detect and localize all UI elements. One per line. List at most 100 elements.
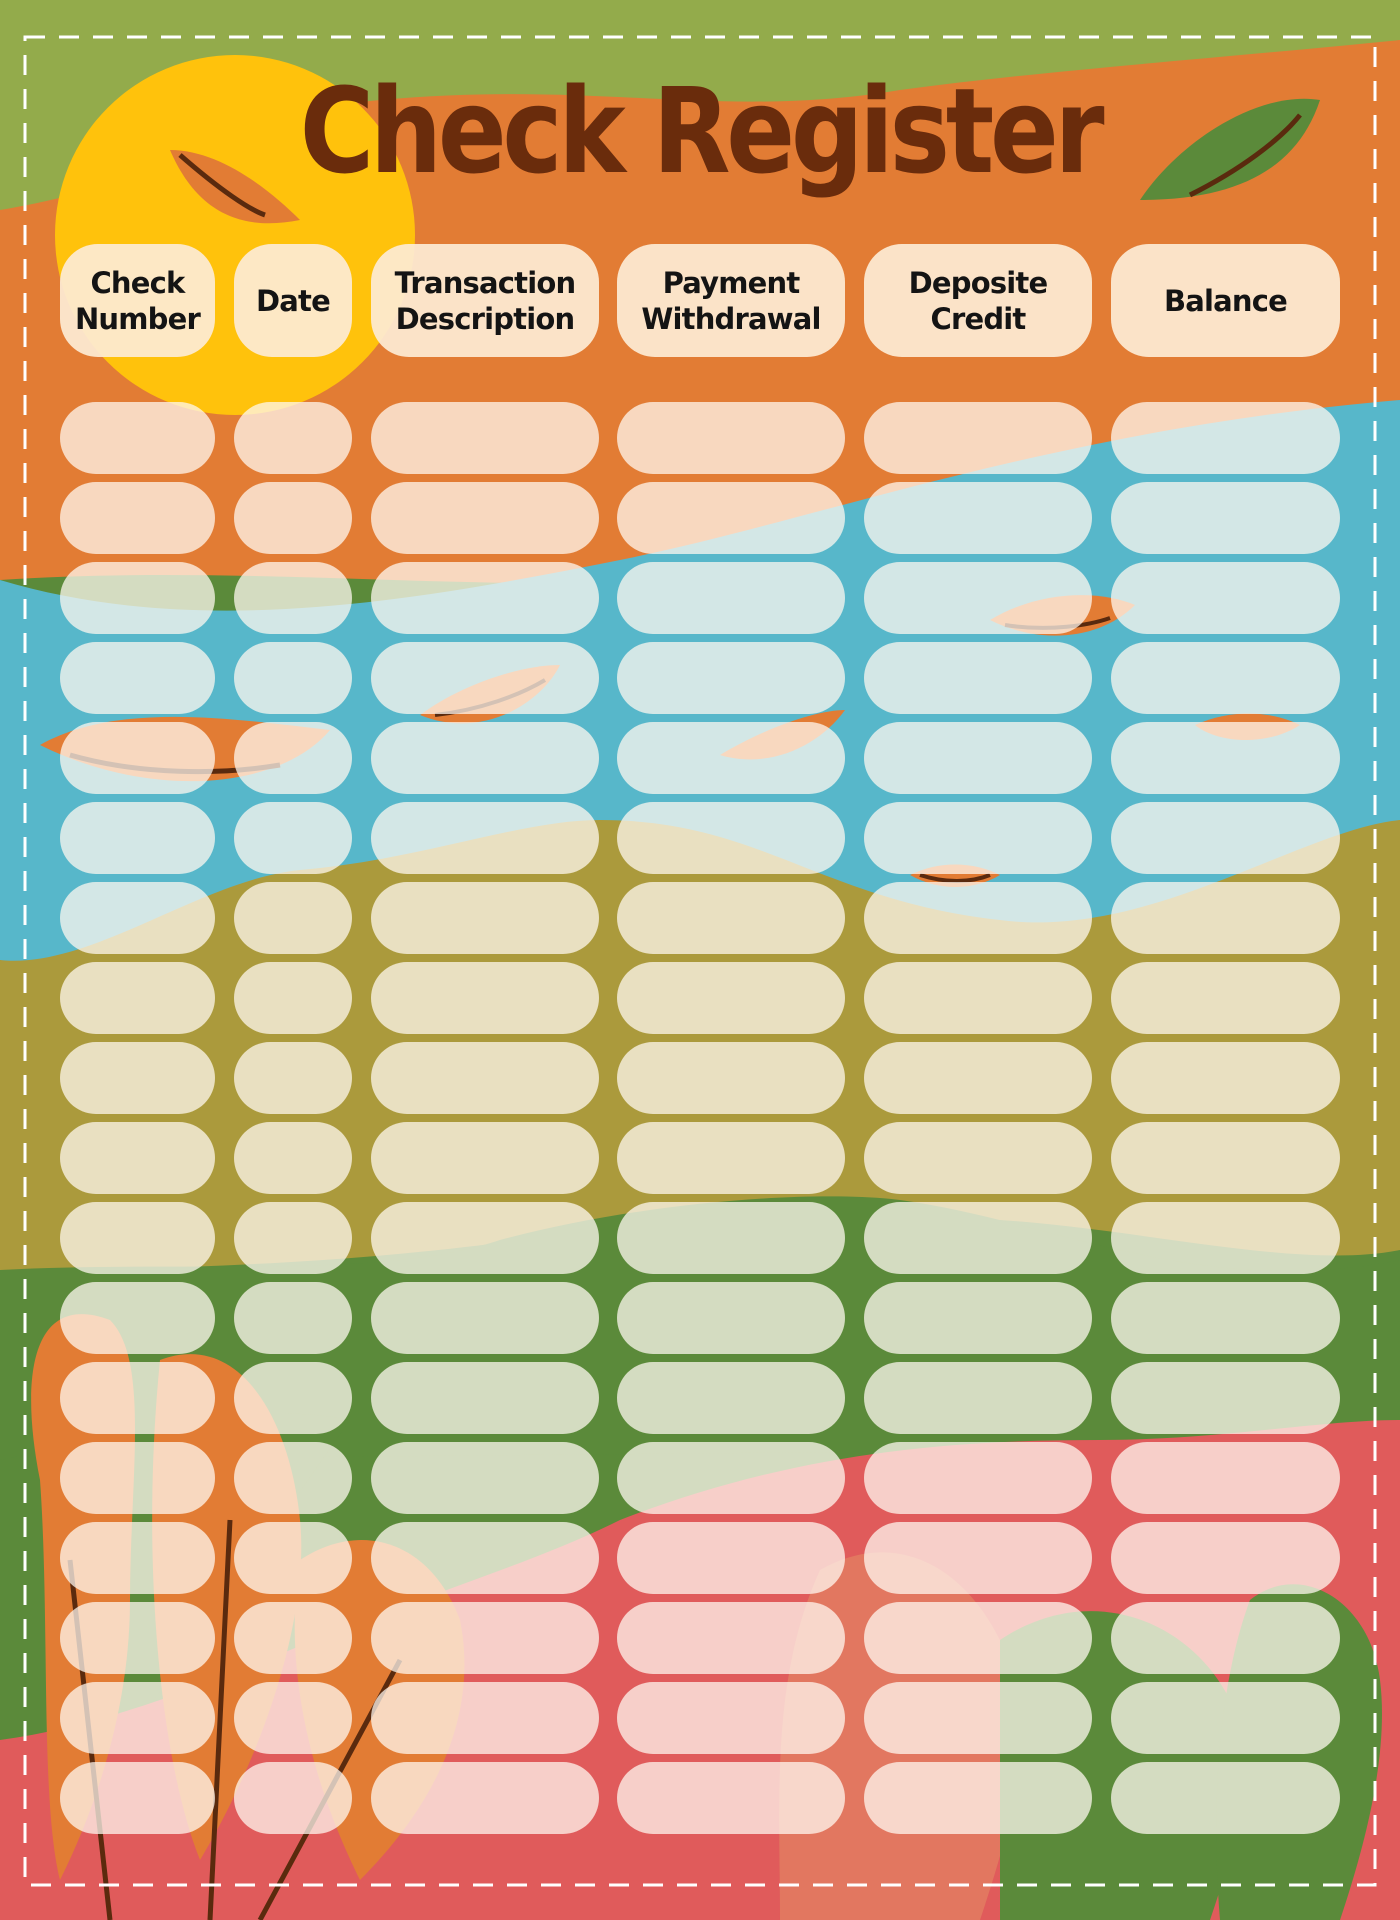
date-cell[interactable]: [234, 562, 352, 634]
transaction-description-cell[interactable]: [371, 882, 599, 954]
deposite-credit-cell[interactable]: [864, 1682, 1092, 1754]
deposite-credit-cell[interactable]: [864, 402, 1092, 474]
balance-cell[interactable]: [1111, 1602, 1340, 1674]
date-cell[interactable]: [234, 1682, 352, 1754]
date-cell[interactable]: [234, 802, 352, 874]
check-number-cell[interactable]: [60, 1282, 215, 1354]
payment-withdrawal-cell[interactable]: [617, 1602, 845, 1674]
payment-withdrawal-cell[interactable]: [617, 882, 845, 954]
date-cell[interactable]: [234, 1442, 352, 1514]
date-cell[interactable]: [234, 1522, 352, 1594]
deposite-credit-cell[interactable]: [864, 1202, 1092, 1274]
date-cell[interactable]: [234, 962, 352, 1034]
check-number-cell[interactable]: [60, 1442, 215, 1514]
date-cell[interactable]: [234, 482, 352, 554]
deposite-credit-cell[interactable]: [864, 1762, 1092, 1834]
balance-cell[interactable]: [1111, 1442, 1340, 1514]
date-cell[interactable]: [234, 1362, 352, 1434]
balance-cell[interactable]: [1111, 802, 1340, 874]
deposite-credit-cell[interactable]: [864, 482, 1092, 554]
check-number-cell[interactable]: [60, 1202, 215, 1274]
payment-withdrawal-cell[interactable]: [617, 1282, 845, 1354]
balance-cell[interactable]: [1111, 882, 1340, 954]
payment-withdrawal-cell[interactable]: [617, 1202, 845, 1274]
check-number-cell[interactable]: [60, 722, 215, 794]
check-number-cell[interactable]: [60, 642, 215, 714]
deposite-credit-cell[interactable]: [864, 1282, 1092, 1354]
payment-withdrawal-cell[interactable]: [617, 802, 845, 874]
deposite-credit-cell[interactable]: [864, 1522, 1092, 1594]
deposite-credit-cell[interactable]: [864, 722, 1092, 794]
transaction-description-cell[interactable]: [371, 962, 599, 1034]
transaction-description-cell[interactable]: [371, 1762, 599, 1834]
transaction-description-cell[interactable]: [371, 1042, 599, 1114]
balance-cell[interactable]: [1111, 1122, 1340, 1194]
balance-cell[interactable]: [1111, 962, 1340, 1034]
transaction-description-cell[interactable]: [371, 402, 599, 474]
date-cell[interactable]: [234, 642, 352, 714]
date-cell[interactable]: [234, 722, 352, 794]
check-number-cell[interactable]: [60, 1042, 215, 1114]
balance-cell[interactable]: [1111, 1682, 1340, 1754]
transaction-description-cell[interactable]: [371, 642, 599, 714]
payment-withdrawal-cell[interactable]: [617, 482, 845, 554]
date-cell[interactable]: [234, 1122, 352, 1194]
deposite-credit-cell[interactable]: [864, 1042, 1092, 1114]
date-cell[interactable]: [234, 1282, 352, 1354]
balance-cell[interactable]: [1111, 562, 1340, 634]
transaction-description-cell[interactable]: [371, 1362, 599, 1434]
deposite-credit-cell[interactable]: [864, 1442, 1092, 1514]
check-number-cell[interactable]: [60, 1762, 215, 1834]
check-number-cell[interactable]: [60, 1122, 215, 1194]
check-number-cell[interactable]: [60, 1602, 215, 1674]
payment-withdrawal-cell[interactable]: [617, 1442, 845, 1514]
deposite-credit-cell[interactable]: [864, 1362, 1092, 1434]
date-cell[interactable]: [234, 1042, 352, 1114]
deposite-credit-cell[interactable]: [864, 1602, 1092, 1674]
balance-cell[interactable]: [1111, 482, 1340, 554]
transaction-description-cell[interactable]: [371, 1442, 599, 1514]
balance-cell[interactable]: [1111, 402, 1340, 474]
balance-cell[interactable]: [1111, 1282, 1340, 1354]
payment-withdrawal-cell[interactable]: [617, 642, 845, 714]
balance-cell[interactable]: [1111, 1362, 1340, 1434]
payment-withdrawal-cell[interactable]: [617, 1522, 845, 1594]
payment-withdrawal-cell[interactable]: [617, 402, 845, 474]
transaction-description-cell[interactable]: [371, 1602, 599, 1674]
transaction-description-cell[interactable]: [371, 802, 599, 874]
transaction-description-cell[interactable]: [371, 1522, 599, 1594]
check-number-cell[interactable]: [60, 1682, 215, 1754]
check-number-cell[interactable]: [60, 1362, 215, 1434]
payment-withdrawal-cell[interactable]: [617, 1682, 845, 1754]
payment-withdrawal-cell[interactable]: [617, 962, 845, 1034]
check-number-cell[interactable]: [60, 802, 215, 874]
payment-withdrawal-cell[interactable]: [617, 1362, 845, 1434]
transaction-description-cell[interactable]: [371, 1282, 599, 1354]
payment-withdrawal-cell[interactable]: [617, 562, 845, 634]
deposite-credit-cell[interactable]: [864, 882, 1092, 954]
check-number-cell[interactable]: [60, 562, 215, 634]
deposite-credit-cell[interactable]: [864, 562, 1092, 634]
check-number-cell[interactable]: [60, 402, 215, 474]
date-cell[interactable]: [234, 882, 352, 954]
payment-withdrawal-cell[interactable]: [617, 722, 845, 794]
balance-cell[interactable]: [1111, 1522, 1340, 1594]
deposite-credit-cell[interactable]: [864, 962, 1092, 1034]
balance-cell[interactable]: [1111, 1202, 1340, 1274]
date-cell[interactable]: [234, 1602, 352, 1674]
deposite-credit-cell[interactable]: [864, 802, 1092, 874]
date-cell[interactable]: [234, 1762, 352, 1834]
check-number-cell[interactable]: [60, 962, 215, 1034]
deposite-credit-cell[interactable]: [864, 642, 1092, 714]
check-number-cell[interactable]: [60, 882, 215, 954]
balance-cell[interactable]: [1111, 642, 1340, 714]
check-number-cell[interactable]: [60, 482, 215, 554]
transaction-description-cell[interactable]: [371, 1202, 599, 1274]
payment-withdrawal-cell[interactable]: [617, 1762, 845, 1834]
payment-withdrawal-cell[interactable]: [617, 1122, 845, 1194]
transaction-description-cell[interactable]: [371, 1122, 599, 1194]
balance-cell[interactable]: [1111, 1762, 1340, 1834]
balance-cell[interactable]: [1111, 1042, 1340, 1114]
transaction-description-cell[interactable]: [371, 1682, 599, 1754]
check-number-cell[interactable]: [60, 1522, 215, 1594]
